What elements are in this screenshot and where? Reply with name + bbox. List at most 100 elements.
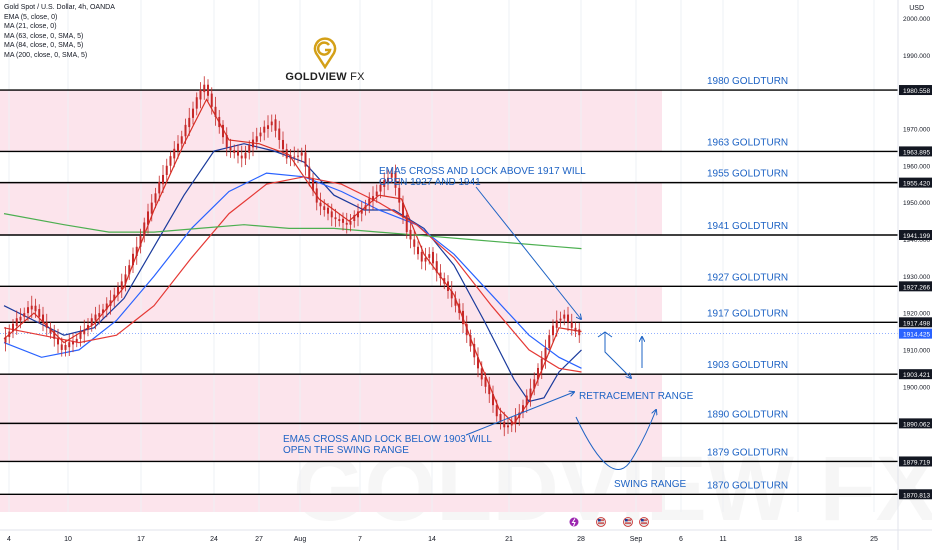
indicator-ma21[interactable]: MA (21, close, 0) <box>4 23 57 30</box>
x-tick-7: 14 <box>428 536 436 543</box>
candle-body-151 <box>570 322 573 328</box>
candle-body-111 <box>420 251 423 262</box>
currency-label: USD <box>909 5 924 12</box>
candle-body-50 <box>192 108 194 118</box>
level-label-5: 1917 GOLDTURN <box>707 308 788 319</box>
candle-body-70 <box>267 125 269 129</box>
candle-body-113 <box>428 254 431 258</box>
candle-body-83 <box>315 188 318 203</box>
candle-body-85 <box>323 206 326 210</box>
price-tags: 1980.558 1963.895 1955.420 1941.199 1927.266… <box>899 85 932 500</box>
candle-body-105 <box>398 187 401 203</box>
x-tick-11: 6 <box>679 536 683 543</box>
candle-body-82 <box>312 178 314 191</box>
indicator-ma84[interactable]: MA (84, close, 0, SMA, 5) <box>4 42 84 49</box>
candle-body-131 <box>495 405 498 417</box>
annotation-0-line-0: EMA5 CROSS AND LOCK ABOVE 1917 WILL <box>379 166 586 177</box>
candle-body-60 <box>229 147 232 151</box>
candle-body-25 <box>98 313 101 317</box>
level-tag-bg-6 <box>899 369 932 380</box>
candle-body-102 <box>387 177 389 183</box>
annotation-2-line-0: RETRACEMENT RANGE <box>579 391 694 402</box>
level-tag-6: 1903.421 <box>903 372 930 379</box>
candle-body-80 <box>304 152 307 167</box>
annotation-1-line-1: OPEN THE SWING RANGE <box>283 445 409 456</box>
candle-body-36 <box>139 235 142 247</box>
candle-body-88 <box>334 217 337 220</box>
candle-body-100 <box>379 184 382 192</box>
candle-body-54 <box>207 84 209 96</box>
candle-body-92 <box>349 221 352 225</box>
candle-body-99 <box>375 191 378 197</box>
candle-body-122 <box>462 310 464 325</box>
candle-body-120 <box>454 298 457 306</box>
candle-body-148 <box>559 318 562 321</box>
level-tag-bg-5 <box>899 317 932 328</box>
candles <box>4 76 581 437</box>
indicator-ema5[interactable]: EMA (5, close, 0) <box>4 13 58 21</box>
us-flag-icon-1 <box>623 517 633 527</box>
y-tick-4: 1930.000 <box>903 274 930 281</box>
candle-body-124 <box>469 335 472 347</box>
annotation-0-line-1: OPEN 1927 AND 1941 <box>379 177 481 188</box>
current-price-tag: 1914.425 <box>903 332 930 339</box>
candle-body-146 <box>552 325 554 336</box>
candle-body-149 <box>563 314 566 319</box>
indicator-ma200[interactable]: MA (200, close, 0, SMA, 5) <box>4 51 88 59</box>
x-tick-14: 25 <box>870 536 878 543</box>
flag-stripe-b-0 <box>598 522 604 524</box>
us-flag-icon-2 <box>639 517 649 527</box>
candle-body-84 <box>319 202 322 207</box>
level-tag-bg-9 <box>899 489 932 500</box>
brand-name-bold: GOLDVIEW <box>285 71 347 83</box>
candle-body-112 <box>424 257 427 262</box>
level-tag-5: 1917.498 <box>903 320 930 327</box>
zone-1 <box>0 182 662 236</box>
candle-body-17 <box>68 342 71 348</box>
zone-0 <box>0 90 662 152</box>
events <box>569 517 649 527</box>
candle-body-2 <box>12 323 14 332</box>
arrow-swing-curve <box>575 410 656 470</box>
candle-body-97 <box>368 198 371 206</box>
candle-body-125 <box>473 344 476 358</box>
level-label-0: 1980 GOLDTURN <box>707 76 788 87</box>
candle-body-109 <box>413 239 416 247</box>
candle-body-141 <box>533 379 536 389</box>
candle-body-53 <box>203 84 206 93</box>
candle-body-39 <box>150 202 153 214</box>
candle-body-115 <box>435 261 438 273</box>
symbol-title[interactable]: Gold Spot / U.S. Dollar, 4h, OANDA <box>4 4 115 11</box>
candle-body-123 <box>465 324 468 336</box>
x-tick-3: 24 <box>210 536 218 543</box>
candle-body-96 <box>364 205 367 210</box>
y-tick-3: 1920.000 <box>903 311 930 318</box>
candle-body-34 <box>132 253 134 266</box>
level-tag-4: 1927.266 <box>903 284 930 291</box>
level-tag-9: 1870.813 <box>903 492 930 499</box>
level-tag-bg-2 <box>899 177 932 188</box>
candle-body-107 <box>405 215 408 233</box>
series-line-3 <box>3 176 582 373</box>
candle-body-4 <box>19 316 22 321</box>
candle-body-3 <box>15 318 18 326</box>
candle-body-87 <box>330 211 333 218</box>
candle-body-7 <box>30 305 33 310</box>
level-tag-2: 1955.420 <box>903 181 930 188</box>
candle-body-18 <box>72 341 74 345</box>
candle-body-65 <box>248 145 251 153</box>
candle-body-127 <box>480 368 483 380</box>
candle-body-104 <box>394 170 397 188</box>
candle-body-11 <box>45 322 48 328</box>
level-tag-bg-4 <box>899 281 932 292</box>
indicator-ma63[interactable]: MA (63, close, 0, SMA, 5) <box>4 32 84 40</box>
candle-body-133 <box>503 421 506 428</box>
series-line-4 <box>3 213 582 250</box>
candle-body-16 <box>64 344 67 350</box>
candle-body-132 <box>499 414 502 422</box>
candle-body-71 <box>270 121 273 126</box>
flag-stripe-a-0 <box>598 519 604 521</box>
candle-body-43 <box>165 165 168 175</box>
